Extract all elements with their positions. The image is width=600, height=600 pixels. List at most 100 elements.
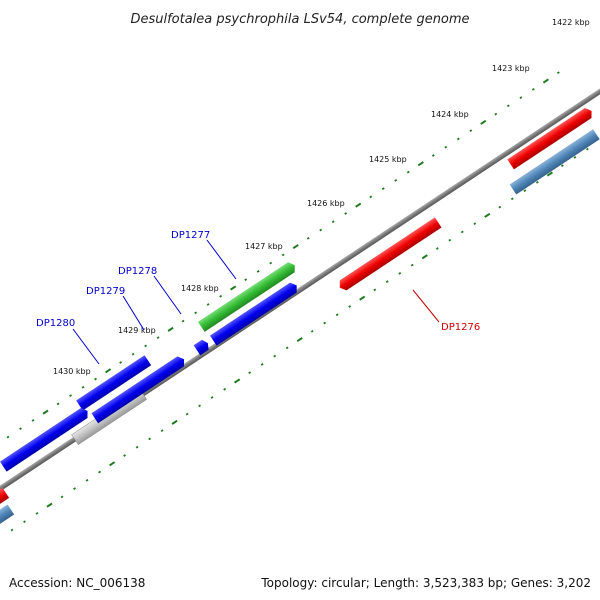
minor-tick	[269, 261, 273, 265]
leader-line	[153, 275, 182, 315]
leader-line	[412, 289, 440, 323]
tick-label: 1422 kbp	[552, 18, 590, 27]
minor-tick	[444, 145, 448, 149]
minor-tick	[448, 238, 452, 242]
minor-tick	[381, 187, 385, 190]
minor-tick	[306, 236, 310, 240]
major-tick	[167, 326, 174, 332]
minor-tick	[19, 427, 22, 431]
minor-tick	[198, 404, 201, 408]
minor-tick	[73, 487, 76, 490]
minor-tick	[123, 454, 126, 457]
minor-tick	[331, 220, 335, 224]
major-tick	[546, 171, 553, 177]
minor-tick	[431, 154, 435, 157]
gene-label-dp1277[interactable]: DP1277	[171, 230, 210, 241]
minor-tick	[94, 377, 98, 381]
minor-tick	[6, 435, 10, 439]
gene-label-leaders	[72, 239, 440, 365]
minor-tick	[23, 520, 26, 524]
gene-label-dp1278[interactable]: DP1278	[118, 266, 157, 277]
minor-tick	[135, 445, 139, 449]
minor-tick	[244, 278, 248, 282]
gene-steel-upper-right[interactable]	[509, 129, 600, 195]
minor-tick	[319, 228, 323, 232]
gene-dp1280[interactable]	[76, 355, 152, 411]
minor-tick	[156, 336, 160, 340]
gene-dp1277[interactable]	[197, 260, 298, 332]
minor-tick	[373, 288, 377, 292]
minor-tick	[560, 164, 564, 168]
minor-tick	[98, 470, 102, 474]
minor-tick	[210, 396, 214, 399]
minor-tick	[335, 313, 339, 317]
major-tick	[296, 337, 303, 343]
minor-tick	[160, 429, 164, 433]
gene-dp1279[interactable]	[91, 354, 187, 424]
minor-tick	[469, 129, 473, 133]
minor-tick	[273, 354, 277, 358]
minor-tick	[369, 195, 373, 199]
gene-dp1276[interactable]	[336, 217, 442, 292]
tick-label: 1424 kbp	[431, 110, 469, 119]
major-tick	[42, 409, 49, 415]
gene-steel-lower-left[interactable]	[0, 504, 15, 545]
gene-blue-center[interactable]	[209, 280, 300, 346]
minor-tick	[394, 178, 398, 182]
minor-tick	[535, 180, 539, 184]
tick-marks	[6, 71, 589, 532]
tick-label: 1427 kbp	[245, 242, 283, 251]
major-tick	[484, 212, 491, 218]
minor-tick	[148, 437, 151, 441]
minor-tick	[194, 311, 197, 315]
minor-tick	[31, 419, 35, 422]
major-tick	[292, 244, 299, 250]
minor-tick	[460, 230, 464, 234]
minor-tick	[573, 156, 577, 159]
minor-tick	[406, 170, 410, 174]
minor-tick	[456, 137, 460, 141]
minor-tick	[131, 352, 135, 356]
gene-label-dp1280[interactable]: DP1280	[36, 318, 75, 329]
leader-line	[206, 239, 237, 280]
major-tick	[421, 254, 428, 260]
minor-tick	[586, 147, 589, 151]
minor-tick	[310, 329, 314, 333]
minor-tick	[35, 512, 39, 515]
tick-labels: 1422 kbp 1423 kbp 1424 kbp 1425 kbp 1426…	[53, 18, 590, 376]
tick-label: 1429 kbp	[118, 326, 156, 335]
minor-tick	[181, 319, 185, 323]
major-tick	[171, 419, 178, 425]
major-tick	[105, 368, 112, 374]
tick-label: 1425 kbp	[369, 155, 407, 164]
minor-tick	[56, 402, 60, 406]
major-tick	[109, 461, 116, 467]
minor-tick	[494, 112, 498, 116]
minor-tick	[69, 394, 72, 397]
gene-blue-left[interactable]	[0, 406, 91, 472]
minor-tick	[248, 371, 252, 375]
minor-tick	[281, 253, 285, 257]
minor-tick	[285, 346, 289, 350]
gene-red-upper-right[interactable]	[507, 106, 595, 170]
tick-label: 1426 kbp	[307, 199, 345, 208]
minor-tick	[206, 303, 210, 306]
minor-tick	[260, 363, 264, 366]
gene-dp1278[interactable]	[193, 338, 211, 356]
minor-tick	[385, 280, 389, 283]
major-tick	[355, 202, 362, 208]
leader-line	[72, 328, 100, 365]
gene-label-dp1276[interactable]: DP1276	[441, 322, 480, 333]
minor-tick	[256, 270, 260, 273]
major-tick	[230, 285, 237, 291]
genome-summary-text: Topology: circular; Length: 3,523,383 bp…	[261, 576, 591, 590]
gene-label-dp1279[interactable]: DP1279	[86, 286, 125, 297]
minor-tick	[348, 305, 352, 308]
accession-text: Accession: NC_006138	[9, 576, 146, 590]
major-tick	[359, 295, 366, 301]
tick-label: 1428 kbp	[181, 284, 219, 293]
minor-tick	[556, 71, 560, 75]
minor-tick	[10, 528, 14, 532]
major-tick	[480, 119, 487, 125]
